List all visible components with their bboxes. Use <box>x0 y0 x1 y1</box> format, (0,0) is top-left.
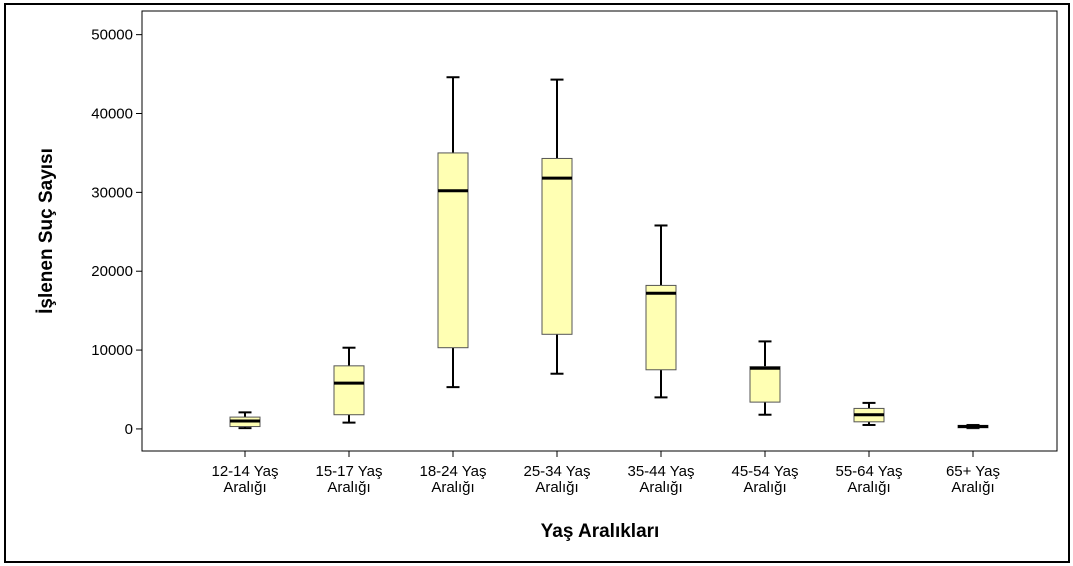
box-4 <box>541 78 573 375</box>
iqr-box <box>333 365 365 416</box>
x-tick-label-line2: Aralığı <box>743 479 786 496</box>
x-tick-label-line1: 55-64 Yaş <box>836 463 903 480</box>
box-3 <box>437 76 469 389</box>
x-tick-label-line1: 25-34 Yaş <box>524 463 591 480</box>
x-tick-label-line2: Aralığı <box>951 479 994 496</box>
x-tick-label-line2: Aralığı <box>327 479 370 496</box>
box-6 <box>749 340 781 416</box>
x-tick-label-line2: Aralığı <box>535 479 578 496</box>
iqr-box <box>645 284 677 371</box>
x-tick-label-line2: Aralığı <box>223 479 266 496</box>
iqr-box <box>749 366 781 403</box>
x-tick-label-line1: 18-24 Yaş <box>420 463 487 480</box>
x-tick-label-line1: 12-14 Yaş <box>212 463 279 480</box>
x-tick-label-line1: 65+ Yaş <box>946 463 1000 480</box>
box-2 <box>333 346 365 424</box>
x-tick-label-line1: 35-44 Yaş <box>628 463 695 480</box>
box-1 <box>229 411 261 430</box>
plot-area <box>141 10 1058 452</box>
x-tick-label-line1: 45-54 Yaş <box>732 463 799 480</box>
y-tick-label: 40000 <box>91 106 133 123</box>
box-5 <box>645 224 677 399</box>
boxes <box>229 76 989 430</box>
y-tick-label: 30000 <box>91 184 133 201</box>
y-axis: 0 10000 20000 30000 40000 50000 <box>91 27 142 438</box>
box-7 <box>853 401 885 426</box>
x-tick-label-line1: 15-17 Yaş <box>316 463 383 480</box>
chart-frame <box>4 3 1070 563</box>
x-tick-label-line2: Aralığı <box>639 479 682 496</box>
box-8 <box>957 423 989 430</box>
x-tick-label-line2: Aralığı <box>847 479 890 496</box>
iqr-box <box>437 152 469 349</box>
iqr-box <box>541 157 573 335</box>
y-tick-label: 10000 <box>91 342 133 359</box>
y-tick-label: 0 <box>125 421 133 438</box>
x-tick-label-line2: Aralığı <box>431 479 474 496</box>
x-axis-title: Yaş Aralıkları <box>541 521 660 542</box>
y-tick-label: 50000 <box>91 27 133 44</box>
y-tick-label: 20000 <box>91 263 133 280</box>
y-axis-title: İşlenen Suç Sayısı <box>36 148 57 314</box>
